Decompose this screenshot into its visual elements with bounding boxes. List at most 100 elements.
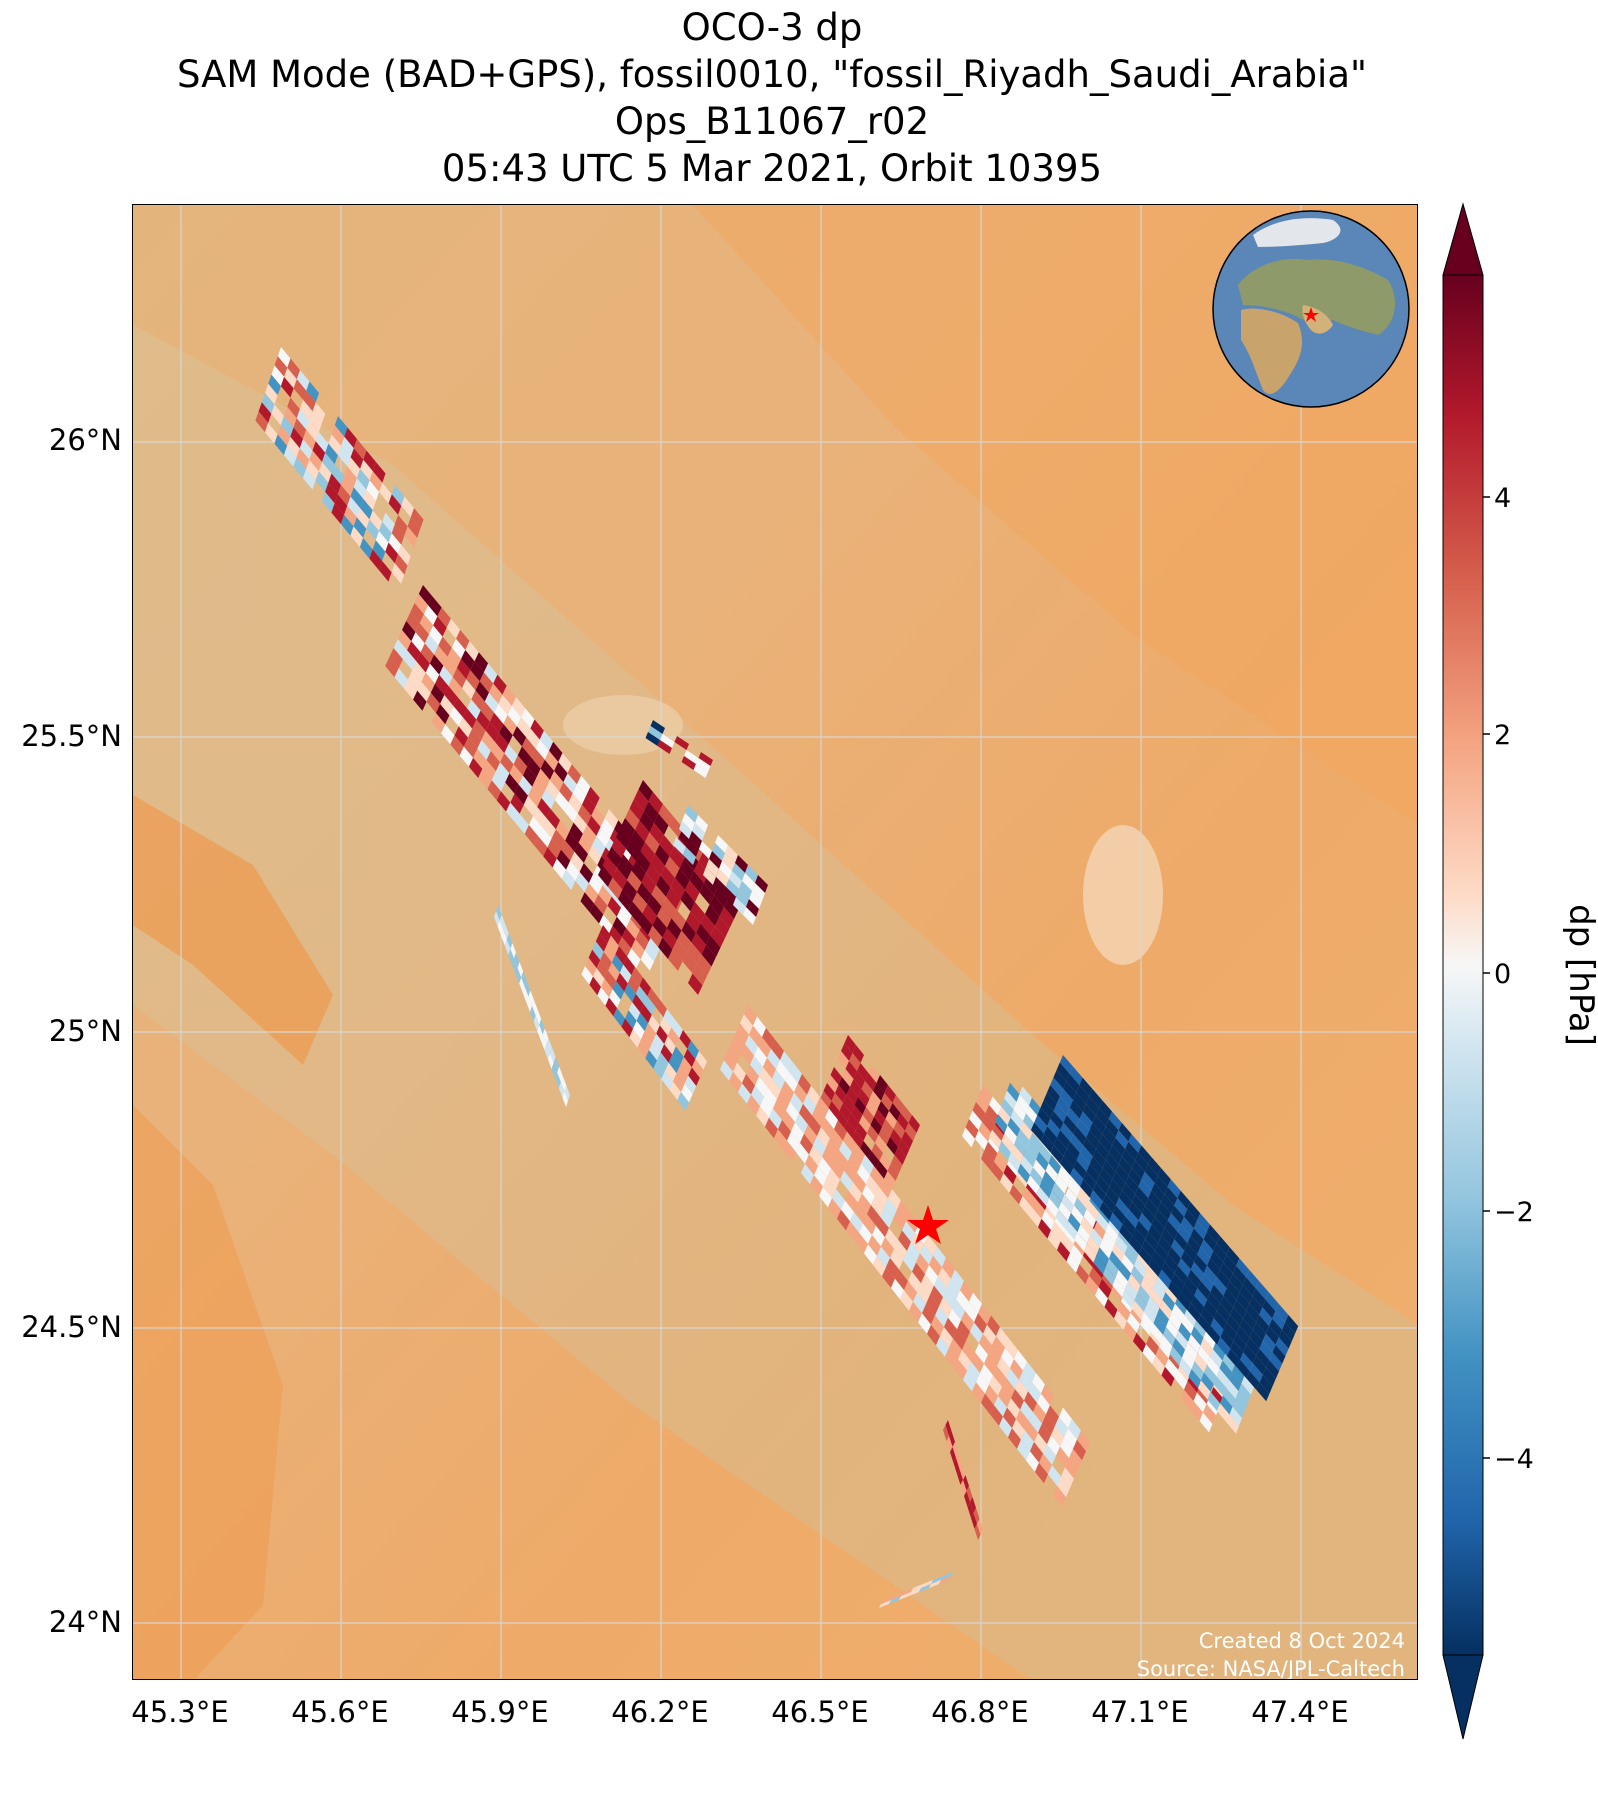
sounding-cell xyxy=(1169,1346,1182,1366)
colorbar-tick: 0 xyxy=(1494,959,1511,990)
sounding-cell xyxy=(897,1200,910,1222)
sounding-cell xyxy=(672,1046,684,1066)
sounding-cell xyxy=(1037,1393,1050,1415)
sounding-cell xyxy=(656,1025,668,1045)
sounding-cell xyxy=(403,679,418,700)
sounding-cell xyxy=(712,843,725,861)
sounding-cell xyxy=(1204,1364,1217,1384)
sounding-cell xyxy=(682,952,697,974)
sounding-cell xyxy=(644,941,659,962)
sounding-cell xyxy=(589,976,601,996)
sounding-cell xyxy=(557,1066,563,1082)
sounding-cell xyxy=(456,629,470,650)
sounding-cell xyxy=(1048,1465,1061,1486)
sounding-cell xyxy=(960,1281,973,1302)
sounding-cell xyxy=(1155,1347,1169,1367)
sounding-cell xyxy=(875,1186,888,1208)
sounding-cell xyxy=(1194,1353,1207,1373)
sounding-cell xyxy=(719,861,732,879)
sounding-cell xyxy=(660,734,675,748)
sounding-cell xyxy=(514,784,528,805)
sounding-cell xyxy=(685,805,698,823)
sounding-cell xyxy=(1282,1322,1295,1342)
sounding-cell xyxy=(1123,1321,1137,1342)
sounding-cell xyxy=(526,996,532,1012)
sounding-cell xyxy=(667,1027,680,1047)
sounding-cell xyxy=(698,752,713,766)
sounding-cell xyxy=(693,764,708,778)
sounding-cell xyxy=(1194,1318,1207,1338)
sounding-cell xyxy=(1150,1288,1163,1308)
sounding-cell xyxy=(625,1010,637,1029)
sounding-cell xyxy=(1207,1258,1220,1278)
sounding-cell xyxy=(1230,1307,1243,1326)
sounding-cell xyxy=(1090,1228,1103,1248)
sounding-cell xyxy=(1115,1164,1129,1183)
sounding-cell xyxy=(709,895,724,917)
sounding-cell xyxy=(1174,1198,1188,1217)
sounding-cell xyxy=(1216,1269,1230,1289)
sounding-cell xyxy=(1095,1287,1108,1307)
sounding-cell xyxy=(312,402,326,423)
sounding-cell xyxy=(1031,1122,1044,1142)
sounding-cell xyxy=(836,1111,848,1129)
map-canvas: Created 8 Oct 2024 Source: NASA/JPL-Calt… xyxy=(133,205,1417,1679)
sounding-cell xyxy=(1029,1412,1042,1433)
sounding-cell xyxy=(453,697,468,718)
sounding-cell xyxy=(287,436,300,458)
sounding-cell xyxy=(1174,1369,1188,1390)
sounding-cell xyxy=(843,1095,855,1113)
sounding-cell xyxy=(873,1083,885,1101)
sounding-cell xyxy=(350,526,364,548)
sounding-cell xyxy=(830,1067,842,1085)
sounding-cell xyxy=(828,1101,840,1119)
sounding-cell xyxy=(1131,1160,1145,1180)
sounding-cell xyxy=(674,736,689,750)
sounding-cell xyxy=(648,925,663,947)
sounding-cell xyxy=(1050,1145,1064,1164)
sounding-cell xyxy=(325,482,338,504)
sounding-cell xyxy=(1068,1213,1081,1233)
sounding-cell xyxy=(309,450,322,472)
sounding-cell xyxy=(881,1237,894,1258)
sounding-cell xyxy=(894,1147,906,1165)
sounding-cell xyxy=(325,443,338,465)
sounding-cell xyxy=(1197,1280,1211,1300)
sounding-cell xyxy=(801,1163,814,1185)
sounding-cell xyxy=(682,813,695,831)
sounding-cell xyxy=(1256,1382,1270,1402)
sounding-cell xyxy=(1140,1277,1153,1297)
sounding-cell xyxy=(1252,1322,1266,1342)
sounding-cell xyxy=(661,1071,673,1090)
sounding-cell xyxy=(1096,1141,1109,1161)
sounding-cell xyxy=(1138,1213,1152,1232)
map-panel[interactable]: Created 8 Oct 2024 Source: NASA/JPL-Calt… xyxy=(132,204,1418,1680)
sounding-cell xyxy=(1030,1442,1043,1463)
sounding-cell xyxy=(765,1117,778,1139)
sounding-cell xyxy=(953,1329,966,1350)
sounding-cell xyxy=(845,1191,858,1212)
sounding-cell xyxy=(1003,1407,1016,1429)
sounding-cell xyxy=(643,996,656,1015)
sounding-cell xyxy=(599,914,613,935)
sounding-cell xyxy=(1265,1326,1279,1345)
sounding-cell xyxy=(1109,1145,1122,1165)
sounding-cell xyxy=(439,665,453,686)
sounding-cell xyxy=(1004,1090,1017,1110)
sounding-cell xyxy=(1203,1232,1217,1251)
sounding-cell xyxy=(1252,1288,1266,1308)
sounding-cell xyxy=(967,1361,980,1383)
sounding-cell xyxy=(843,1131,856,1153)
sounding-cell xyxy=(858,1089,870,1107)
sounding-cell xyxy=(613,1008,625,1027)
sounding-cell xyxy=(703,867,716,885)
sounding-cell xyxy=(699,883,714,905)
sounding-cell xyxy=(745,1034,758,1056)
sounding-cell xyxy=(1053,1137,1067,1157)
sounding-cell xyxy=(1207,1391,1220,1411)
sounding-cell xyxy=(1163,1327,1176,1347)
sounding-cell xyxy=(969,1110,982,1131)
sounding-cell xyxy=(716,869,729,887)
sounding-cell xyxy=(477,739,491,760)
sounding-cell xyxy=(1229,1273,1243,1293)
